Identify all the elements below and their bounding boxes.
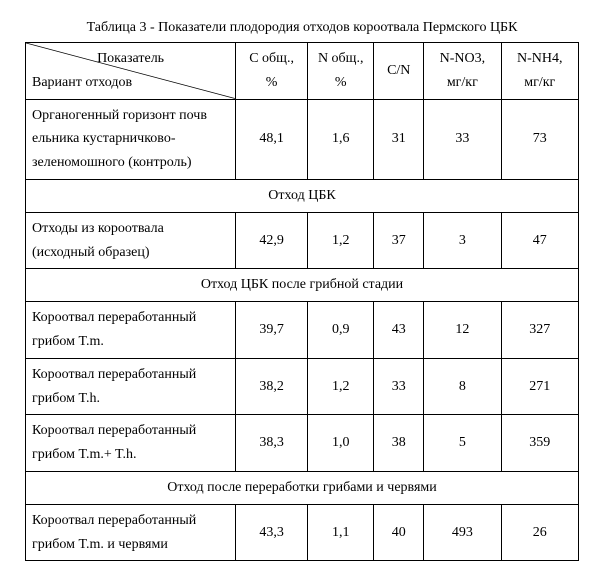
table-row: Короотвал переработанный грибом T.h. 38,… (26, 358, 579, 415)
table-row: Короотвал переработанный грибом T.m. 39,… (26, 302, 579, 359)
section-row: Отход ЦБК (26, 179, 579, 212)
cell-value: 1,6 (308, 99, 374, 179)
header-cn: C/N (374, 43, 424, 100)
cell-value: 33 (424, 99, 501, 179)
section-label: Отход ЦБК после грибной стадии (26, 269, 579, 302)
cell-value: 38,3 (236, 415, 308, 472)
cell-value: 37 (374, 212, 424, 269)
cell-value: 271 (501, 358, 578, 415)
table-row: Органогенный горизонт почв ельника куста… (26, 99, 579, 179)
cell-value: 40 (374, 504, 424, 561)
header-c-total: С общ., % (236, 43, 308, 100)
header-nnh4: N-NH4, мг/кг (501, 43, 578, 100)
table-row: Короотвал переработанный грибом T.m. и ч… (26, 504, 579, 561)
header-param-bottom: Вариант отходов (32, 71, 229, 95)
header-row: Показатель Вариант отходов С общ., % N о… (26, 43, 579, 100)
cell-value: 1,1 (308, 504, 374, 561)
cell-value: 73 (501, 99, 578, 179)
cell-value: 47 (501, 212, 578, 269)
cell-value: 43 (374, 302, 424, 359)
row-label: Органогенный горизонт почв ельника куста… (26, 99, 236, 179)
table-caption: Таблица 3 - Показатели плодородия отходо… (25, 20, 579, 36)
cell-value: 48,1 (236, 99, 308, 179)
cell-value: 0,9 (308, 302, 374, 359)
header-param-top: Показатель (32, 47, 229, 71)
cell-value: 327 (501, 302, 578, 359)
cell-value: 42,9 (236, 212, 308, 269)
section-row: Отход после переработки грибами и червям… (26, 471, 579, 504)
header-n-total: N общ., % (308, 43, 374, 100)
cell-value: 3 (424, 212, 501, 269)
cell-value: 8 (424, 358, 501, 415)
header-parameter: Показатель Вариант отходов (26, 43, 236, 100)
row-label: Короотвал переработанный грибом T.m.+ T.… (26, 415, 236, 472)
row-label: Отходы из короотвала (исходный образец) (26, 212, 236, 269)
cell-value: 1,2 (308, 358, 374, 415)
section-label: Отход после переработки грибами и червям… (26, 471, 579, 504)
table-row: Отходы из короотвала (исходный образец) … (26, 212, 579, 269)
cell-value: 5 (424, 415, 501, 472)
row-label: Короотвал переработанный грибом T.m. и ч… (26, 504, 236, 561)
table-row: Короотвал переработанный грибом T.m.+ T.… (26, 415, 579, 472)
cell-value: 1,2 (308, 212, 374, 269)
cell-value: 31 (374, 99, 424, 179)
cell-value: 493 (424, 504, 501, 561)
section-row: Отход ЦБК после грибной стадии (26, 269, 579, 302)
cell-value: 43,3 (236, 504, 308, 561)
fertility-table: Показатель Вариант отходов С общ., % N о… (25, 42, 579, 561)
row-label: Короотвал переработанный грибом T.m. (26, 302, 236, 359)
cell-value: 38 (374, 415, 424, 472)
section-label: Отход ЦБК (26, 179, 579, 212)
cell-value: 33 (374, 358, 424, 415)
cell-value: 1,0 (308, 415, 374, 472)
cell-value: 12 (424, 302, 501, 359)
cell-value: 26 (501, 504, 578, 561)
cell-value: 38,2 (236, 358, 308, 415)
cell-value: 359 (501, 415, 578, 472)
row-label: Короотвал переработанный грибом T.h. (26, 358, 236, 415)
cell-value: 39,7 (236, 302, 308, 359)
header-nno3: N-NO3, мг/кг (424, 43, 501, 100)
